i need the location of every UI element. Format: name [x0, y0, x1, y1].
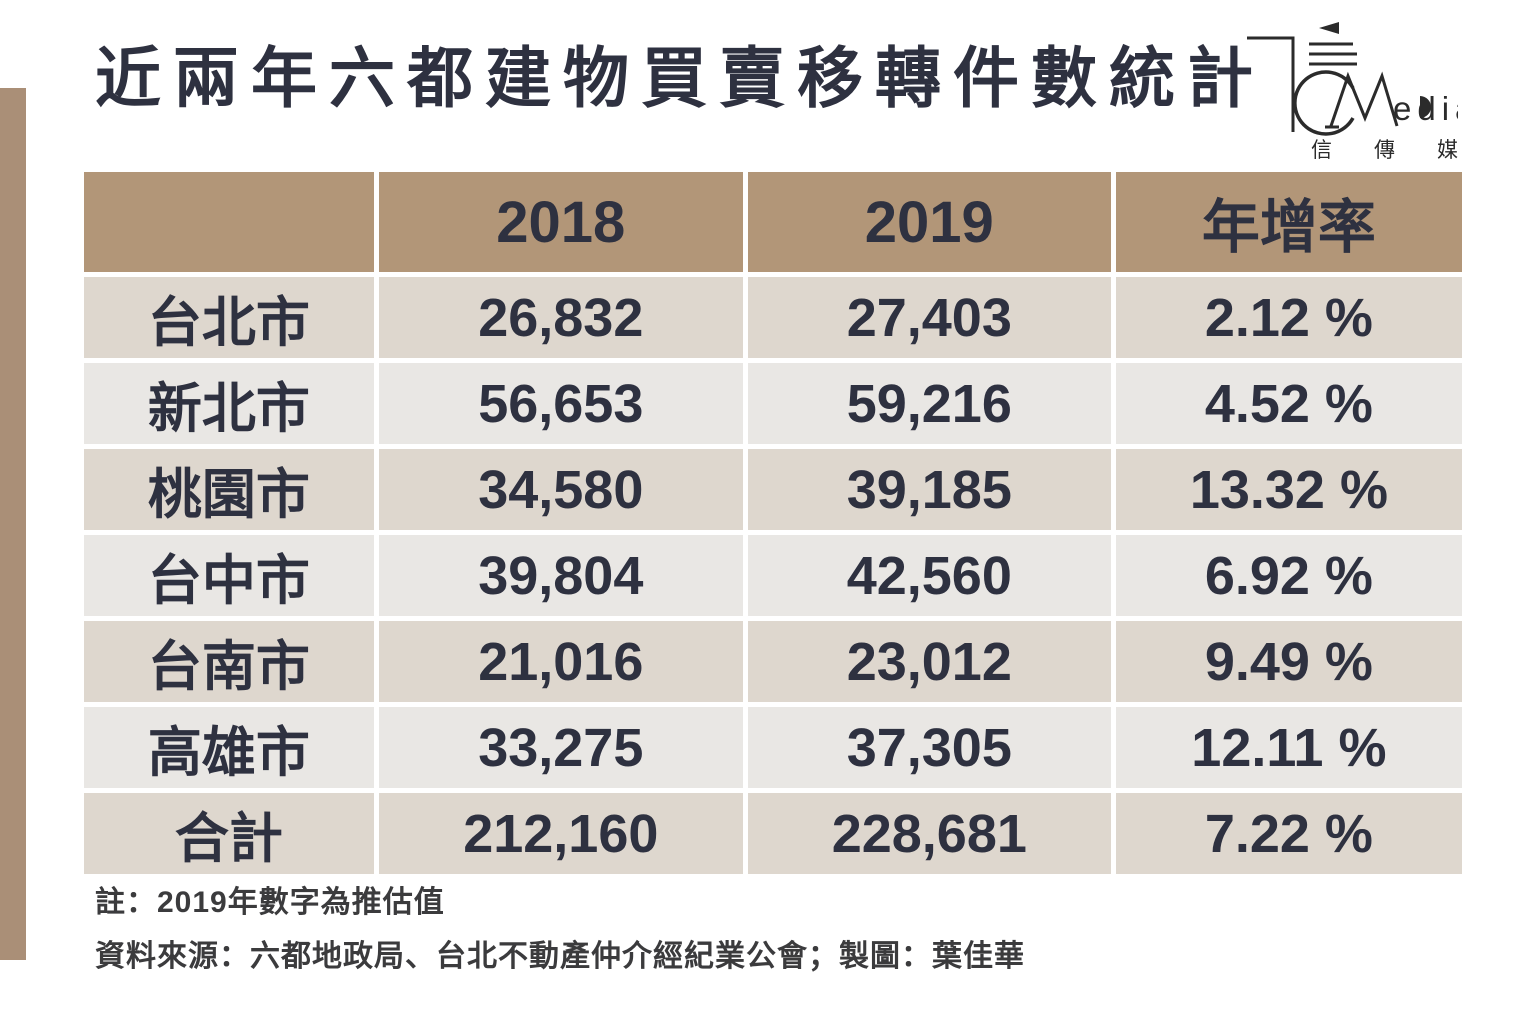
value-cell: 39,804 — [378, 535, 743, 616]
note-source: 資料來源：六都地政局、台北不動產仲介經紀業公會；製圖：葉佳華 — [95, 940, 1025, 973]
value-cell: 4.52 % — [1115, 363, 1462, 444]
row-label-cell: 台南市 — [84, 621, 374, 702]
header-cell-2019: 2019 — [747, 172, 1111, 272]
value-cell: 37,305 — [747, 707, 1111, 788]
value-cell: 26,832 — [378, 277, 743, 358]
row-label-cell: 高雄市 — [84, 707, 374, 788]
row-label-cell: 桃園市 — [84, 449, 374, 530]
header-cell-growth: 年增率 — [1115, 172, 1462, 272]
value-cell: 34,580 — [378, 449, 743, 530]
value-cell: 21,016 — [378, 621, 743, 702]
value-cell: 13.32 % — [1115, 449, 1462, 530]
logo-cjk-text: 信傳媒 — [1311, 139, 1458, 162]
value-cell: 39,185 — [747, 449, 1111, 530]
cmedia-logo: edia 信傳媒 — [1233, 14, 1473, 164]
cmedia-logo-icon: edia 信傳媒 — [1247, 22, 1473, 162]
row-label-cell: 合計 — [84, 793, 374, 874]
header-cell-2018: 2018 — [378, 172, 743, 272]
footnotes: 註：2019年數字為推估值 資料來源：六都地政局、台北不動產仲介經紀業公會；製圖… — [95, 888, 1025, 996]
row-label-cell: 台北市 — [84, 277, 374, 358]
value-cell: 59,216 — [747, 363, 1111, 444]
data-table: 2018 2019 年增率 台北市 26,832 27,403 2.12 % 新北市 56… — [84, 172, 1462, 874]
value-cell: 7.22 % — [1115, 793, 1462, 874]
header-cell-city — [84, 172, 374, 272]
page-title: 近兩年六都建物買賣移轉件數統計 — [95, 41, 1265, 115]
value-cell: 6.92 % — [1115, 535, 1462, 616]
value-cell: 23,012 — [747, 621, 1111, 702]
value-cell: 228,681 — [747, 793, 1111, 874]
header: 近兩年六都建物買賣移轉件數統計 edia 信傳媒 — [95, 22, 1496, 162]
value-cell: 212,160 — [378, 793, 743, 874]
value-cell: 33,275 — [378, 707, 743, 788]
row-label-cell: 新北市 — [84, 363, 374, 444]
value-cell: 27,403 — [747, 277, 1111, 358]
value-cell: 42,560 — [747, 535, 1111, 616]
value-cell: 12.11 % — [1115, 707, 1462, 788]
left-accent-bar — [0, 88, 26, 960]
note-estimate: 註：2019年數字為推估值 — [95, 886, 445, 919]
value-cell: 9.49 % — [1115, 621, 1462, 702]
value-cell: 56,653 — [378, 363, 743, 444]
value-cell: 2.12 % — [1115, 277, 1462, 358]
row-label-cell: 台中市 — [84, 535, 374, 616]
